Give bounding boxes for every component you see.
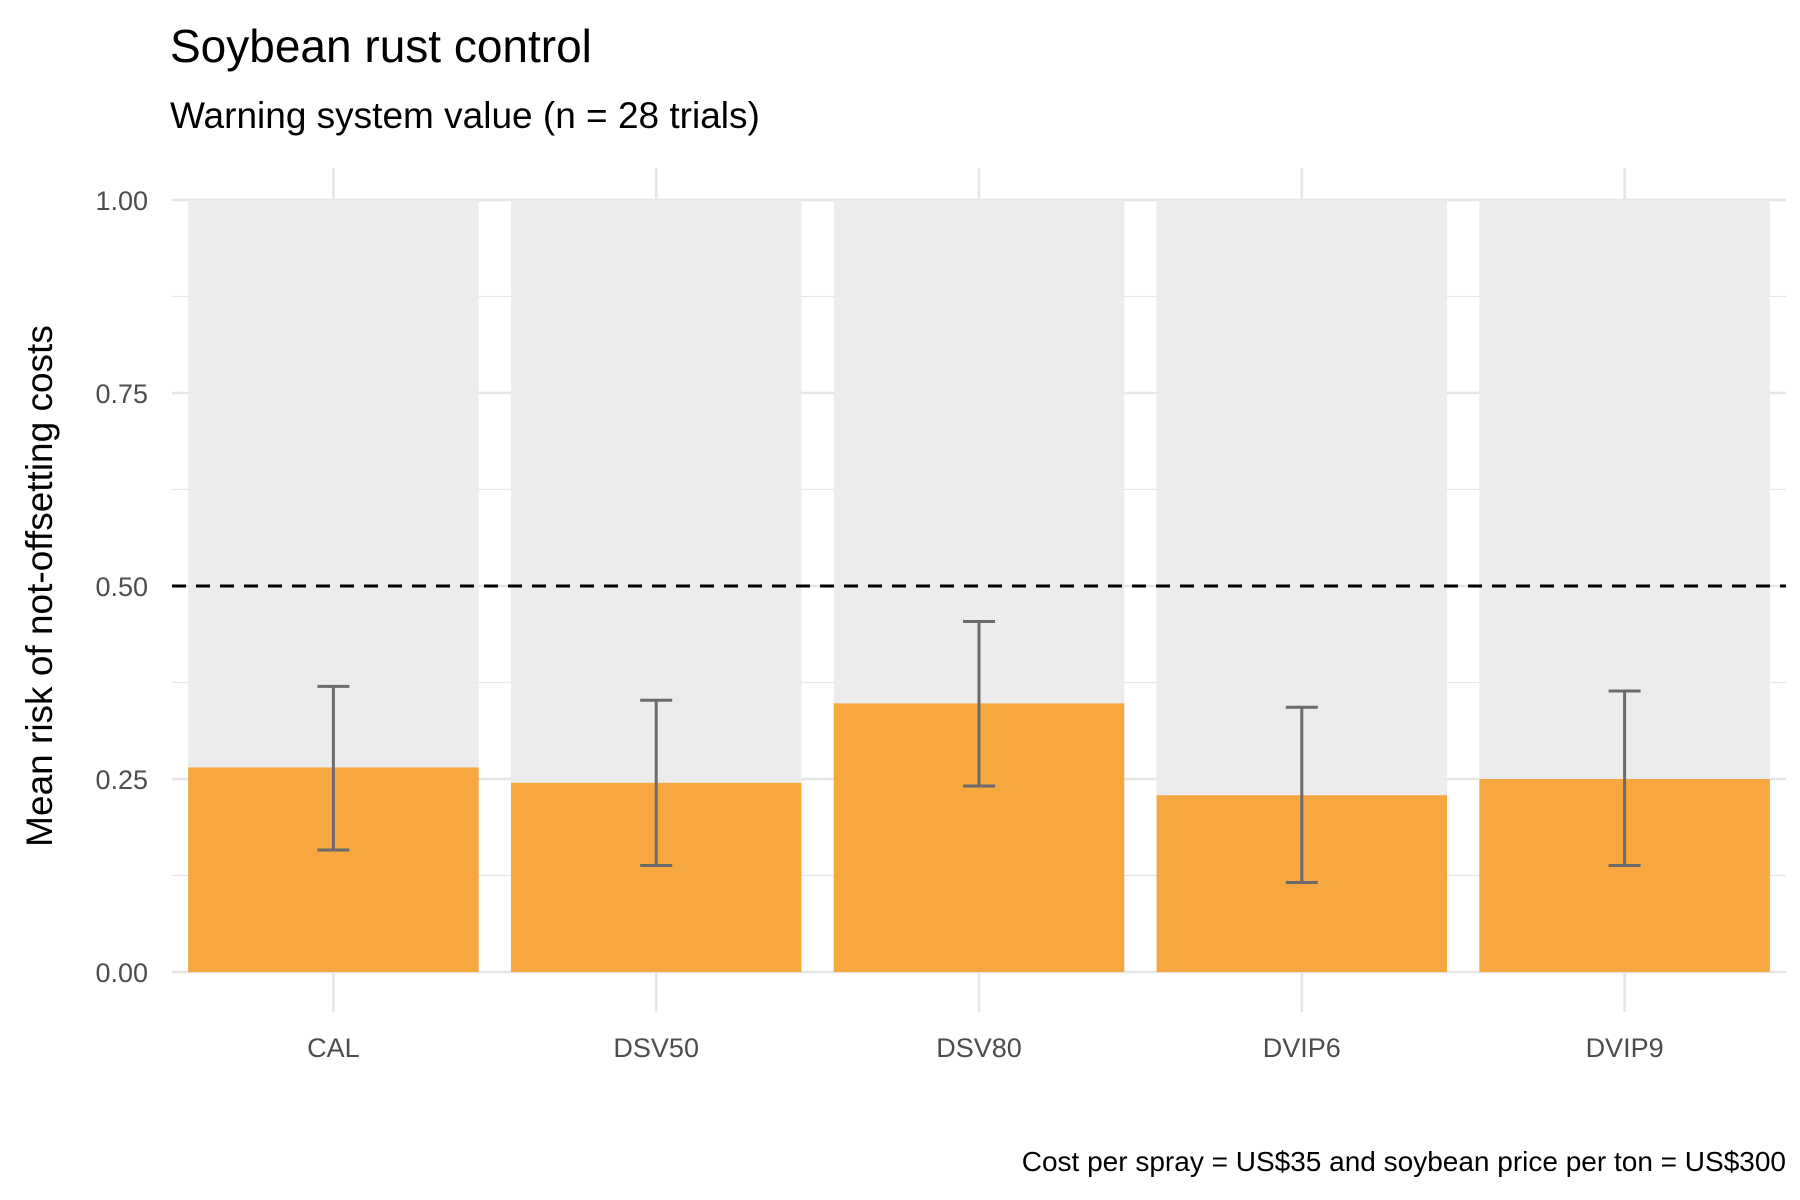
- x-tick-label-dvip6: DVIP6: [1263, 1033, 1341, 1063]
- y-tick-label: 0.75: [95, 379, 148, 409]
- error-bars: [317, 620, 1641, 884]
- chart-title: Soybean rust control: [170, 20, 592, 72]
- y-tick-label: 1.00: [95, 186, 148, 216]
- error-bar-dsv50: [640, 698, 673, 867]
- chart-subtitle: Warning system value (n = 28 trials): [170, 95, 760, 136]
- x-tick-labels: CAL DSV50 DSV80 DVIP6 DVIP9: [307, 1033, 1663, 1063]
- chart-caption: Cost per spray = US$35 and soybean price…: [1022, 1146, 1786, 1177]
- x-tick-label-dvip9: DVIP9: [1586, 1033, 1664, 1063]
- y-tick-labels: 0.00 0.25 0.50 0.75 1.00: [95, 186, 148, 988]
- y-axis-title: Mean risk of not-offsetting costs: [19, 325, 60, 847]
- error-bar-dvip6: [1285, 705, 1318, 884]
- x-tick-label-dsv50: DSV50: [613, 1033, 699, 1063]
- error-bar-dvip9: [1608, 689, 1641, 867]
- y-tick-label: 0.25: [95, 765, 148, 795]
- error-bar-cal: [317, 684, 350, 852]
- y-tick-label: 0.50: [95, 572, 148, 602]
- y-tick-label: 0.00: [95, 958, 148, 988]
- error-bar-dsv80: [963, 620, 995, 788]
- x-tick-label-dsv80: DSV80: [936, 1033, 1022, 1063]
- x-tick-label-cal: CAL: [307, 1033, 360, 1063]
